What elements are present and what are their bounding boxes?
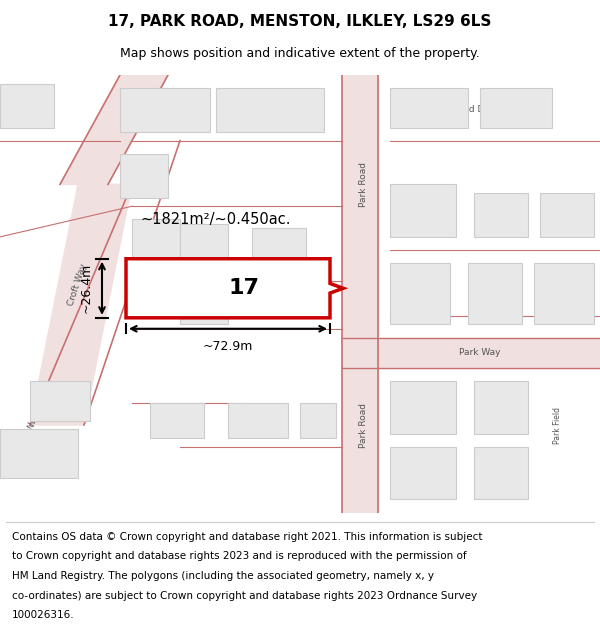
Bar — [474, 381, 528, 434]
Text: Park Road: Park Road — [359, 402, 367, 448]
Polygon shape — [126, 259, 343, 318]
Bar — [216, 88, 324, 132]
Bar — [390, 263, 450, 324]
Text: 17, PARK ROAD, MENSTON, ILKLEY, LS29 6LS: 17, PARK ROAD, MENSTON, ILKLEY, LS29 6LS — [109, 14, 491, 29]
Text: Park Way: Park Way — [459, 348, 501, 358]
Text: Park Road: Park Road — [359, 162, 367, 207]
Bar — [480, 88, 552, 127]
Bar — [390, 381, 456, 434]
Bar — [300, 403, 336, 438]
Text: ~26.4m: ~26.4m — [80, 263, 93, 313]
Bar — [30, 381, 90, 421]
Polygon shape — [60, 75, 168, 184]
Bar — [228, 403, 288, 438]
Text: HM Land Registry. The polygons (including the associated geometry, namely x, y: HM Land Registry. The polygons (includin… — [12, 571, 434, 581]
Text: Croft
Park: Croft Park — [8, 109, 28, 129]
Bar — [390, 184, 456, 237]
Bar — [540, 193, 594, 237]
Polygon shape — [342, 75, 378, 512]
Text: ~1821m²/~0.450ac.: ~1821m²/~0.450ac. — [141, 212, 291, 227]
Bar — [132, 219, 180, 259]
Bar — [468, 263, 522, 324]
Bar — [0, 429, 78, 478]
Polygon shape — [342, 338, 600, 368]
Bar — [252, 228, 306, 272]
Text: Newfield Drive: Newfield Drive — [434, 106, 502, 114]
Bar — [474, 193, 528, 237]
Bar — [390, 88, 468, 127]
Bar — [150, 403, 204, 438]
Text: 17: 17 — [229, 278, 260, 298]
Text: 100026316.: 100026316. — [12, 611, 74, 621]
Text: Map shows position and indicative extent of the property.: Map shows position and indicative extent… — [120, 48, 480, 61]
Polygon shape — [30, 184, 132, 425]
Text: Croft Way: Croft Way — [67, 262, 89, 308]
Text: Park Field: Park Field — [554, 406, 563, 444]
Bar — [0, 84, 54, 127]
Bar — [534, 263, 594, 324]
Text: co-ordinates) are subject to Crown copyright and database rights 2023 Ordnance S: co-ordinates) are subject to Crown copyr… — [12, 591, 477, 601]
Text: Croft Way: Croft Way — [19, 411, 41, 456]
Text: to Crown copyright and database rights 2023 and is reproduced with the permissio: to Crown copyright and database rights 2… — [12, 551, 467, 561]
Bar — [180, 224, 228, 263]
Text: Contains OS data © Crown copyright and database right 2021. This information is : Contains OS data © Crown copyright and d… — [12, 532, 482, 542]
Bar — [180, 289, 228, 324]
Bar — [474, 447, 528, 499]
Bar — [120, 88, 210, 132]
Bar — [390, 447, 456, 499]
Bar — [120, 154, 168, 198]
Text: ~72.9m: ~72.9m — [203, 340, 253, 352]
